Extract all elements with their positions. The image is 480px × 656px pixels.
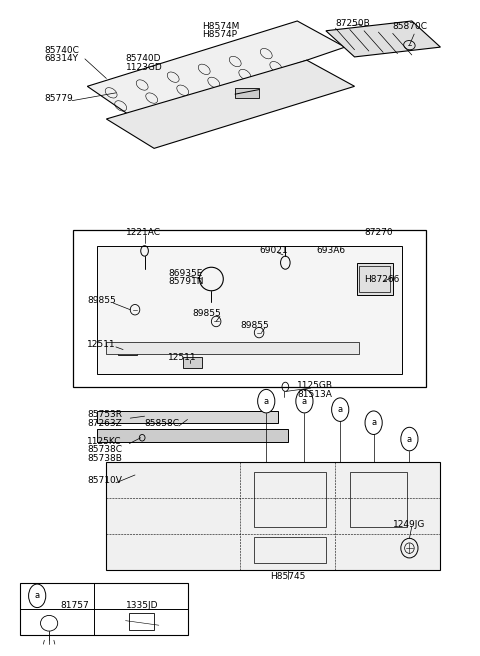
Bar	[254, 537, 326, 563]
Polygon shape	[87, 21, 345, 119]
Circle shape	[365, 411, 382, 434]
Circle shape	[29, 584, 46, 607]
Text: 85710V: 85710V	[87, 476, 122, 485]
Text: 89855: 89855	[87, 296, 116, 305]
Bar	[21, 583, 188, 635]
Bar	[118, 344, 137, 355]
Text: 87250B: 87250B	[336, 18, 370, 28]
Text: a: a	[337, 405, 343, 414]
Text: 89855: 89855	[240, 321, 269, 330]
Bar	[183, 358, 202, 368]
Bar	[254, 472, 326, 527]
Text: a: a	[35, 591, 40, 600]
Text: H8574M: H8574M	[202, 22, 239, 31]
Text: H8574P: H8574P	[202, 30, 237, 39]
Bar	[73, 230, 426, 387]
Text: 69021: 69021	[259, 246, 288, 255]
Text: a: a	[407, 434, 412, 443]
Bar	[97, 247, 402, 374]
Text: 12511: 12511	[168, 353, 197, 362]
Text: 693A6: 693A6	[316, 246, 346, 255]
Text: 81757: 81757	[60, 600, 89, 609]
Text: 81513A: 81513A	[297, 390, 332, 399]
Circle shape	[332, 398, 349, 421]
Text: 87270: 87270	[364, 228, 393, 237]
Text: a: a	[302, 397, 307, 405]
Circle shape	[401, 427, 418, 451]
Polygon shape	[326, 21, 441, 57]
Text: 85791N: 85791N	[168, 277, 204, 286]
Text: 1221AC: 1221AC	[125, 228, 160, 237]
Text: 85738B: 85738B	[87, 453, 122, 462]
Polygon shape	[107, 60, 355, 148]
Circle shape	[296, 390, 313, 413]
Text: 68314Y: 68314Y	[44, 54, 78, 64]
Text: 89855: 89855	[192, 309, 221, 318]
Text: 87263Z: 87263Z	[87, 419, 122, 428]
Text: 1123GD: 1123GD	[125, 63, 162, 72]
Polygon shape	[97, 429, 288, 442]
Text: a: a	[264, 397, 269, 405]
Text: 1249JG: 1249JG	[393, 520, 425, 529]
Bar	[235, 89, 259, 98]
Text: 85779: 85779	[44, 94, 73, 102]
Polygon shape	[97, 411, 278, 422]
Text: 85870C: 85870C	[393, 22, 428, 31]
Circle shape	[258, 390, 275, 413]
Polygon shape	[107, 342, 360, 354]
Text: 85740C: 85740C	[44, 46, 79, 55]
Text: H85745: H85745	[270, 573, 305, 581]
Text: 12511: 12511	[87, 340, 116, 349]
Text: a: a	[371, 419, 376, 427]
Bar	[360, 266, 390, 292]
Text: 85858C: 85858C	[144, 419, 180, 428]
Text: 1335JD: 1335JD	[125, 600, 158, 609]
Text: 86935E: 86935E	[168, 269, 203, 277]
Bar	[350, 472, 407, 527]
Text: 1125KC: 1125KC	[87, 437, 122, 445]
Text: 1125GB: 1125GB	[297, 381, 333, 390]
Text: 85738C: 85738C	[87, 445, 122, 454]
Text: 85740D: 85740D	[125, 54, 161, 64]
Bar	[107, 462, 441, 569]
Bar	[357, 262, 393, 295]
Text: H87266: H87266	[364, 275, 399, 283]
Bar	[129, 613, 154, 630]
Text: 85753R: 85753R	[87, 411, 122, 419]
